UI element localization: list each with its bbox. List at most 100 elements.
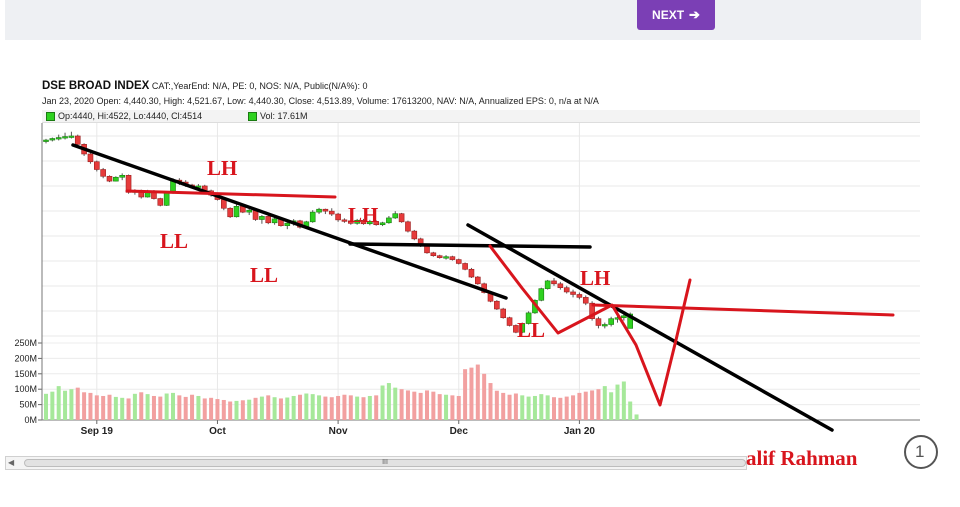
candle-body [284, 222, 291, 226]
volume-plot-area [42, 343, 920, 420]
candle-body [322, 208, 329, 212]
volume-bar [94, 395, 99, 420]
volume-tick-label: 50M [19, 400, 37, 410]
volume-bar [355, 396, 360, 420]
legend-ohlc: Op:4440, Hi:4522, Lo:4440, Cl:4514 [46, 110, 202, 122]
volume-bar [609, 392, 614, 420]
candle-body [551, 280, 557, 285]
candle-body [563, 287, 570, 293]
volume-bar [259, 396, 264, 420]
volume-bar [393, 387, 398, 420]
candle-body [405, 221, 411, 232]
next-label: NEXT [652, 8, 685, 22]
candle-body [94, 161, 100, 170]
volume-bar [475, 364, 480, 420]
volume-bar [571, 395, 576, 420]
candle-body [582, 297, 589, 304]
candle-body [424, 245, 430, 254]
volume-bar [552, 397, 556, 420]
volume-bar [532, 395, 537, 420]
next-button[interactable]: NEXT ➔ [637, 0, 715, 30]
candle-body [119, 175, 125, 178]
volume-bar [590, 390, 595, 420]
volume-bar [463, 369, 468, 420]
volume-bar [583, 391, 588, 420]
candle-body [341, 219, 348, 222]
scroll-left-icon[interactable]: ◀ [8, 458, 15, 467]
volume-bar [88, 392, 93, 420]
candle-body [595, 318, 602, 326]
chart-scrollbar[interactable]: ◀ III [5, 456, 747, 470]
volume-bar [253, 397, 258, 420]
candle-body [62, 136, 68, 139]
volume-bar [412, 391, 417, 420]
x-tick-label: Oct [209, 426, 226, 437]
candle-body [157, 198, 164, 206]
volume-bar [310, 394, 315, 420]
volume-bar [291, 395, 296, 420]
candle-body [259, 216, 265, 220]
scroll-thumb[interactable]: III [24, 459, 746, 467]
volume-bar [240, 400, 245, 420]
volume-bar [56, 386, 61, 420]
candle-body [43, 139, 49, 142]
volume-bar [107, 394, 112, 420]
candle-body [74, 135, 81, 145]
candle-body [49, 138, 56, 141]
candle-body [316, 208, 322, 213]
candle-body [468, 268, 475, 278]
volume-bar [50, 391, 55, 420]
annotation-label: LL [517, 318, 545, 342]
volume-bar [63, 390, 68, 420]
candle-body [601, 324, 608, 327]
candle-body [474, 276, 481, 285]
volume-bar [101, 395, 106, 420]
volume-tick-label: 200M [14, 353, 37, 363]
candle-body [347, 220, 354, 224]
volume-bar [323, 396, 328, 420]
volume-bar [539, 394, 544, 420]
candle-body [163, 192, 170, 206]
volume-bar [158, 396, 163, 420]
candle-body [246, 209, 252, 213]
volume-bar [348, 395, 353, 420]
legend-ohlc-swatch [46, 111, 55, 121]
volume-bar [545, 395, 550, 420]
candle-body [373, 221, 380, 226]
candle-body [506, 317, 513, 326]
candle-body [576, 294, 583, 298]
candle-body [100, 169, 106, 177]
candle-body [398, 213, 405, 223]
volume-bar [247, 399, 252, 420]
volume-bar [386, 383, 391, 420]
volume-bar [444, 394, 449, 420]
candle-body [513, 325, 519, 333]
volume-bar [196, 395, 201, 420]
annotation-label: LH [348, 203, 378, 227]
candle-body [411, 230, 418, 240]
volume-bar [278, 398, 283, 420]
candle-body [227, 207, 233, 218]
x-tick-label: Sep 19 [81, 426, 114, 437]
chart-legend: Op:4440, Hi:4522, Lo:4440, Cl:4514 Vol: … [42, 110, 920, 123]
volume-bar [285, 397, 290, 420]
volume-bar [221, 399, 226, 420]
x-tick-label: Dec [450, 426, 469, 437]
author-signature: alif Rahman [746, 446, 858, 470]
volume-bar [374, 395, 379, 420]
candle-body [538, 288, 545, 301]
x-tick-label: Nov [329, 426, 348, 437]
candle-body [462, 263, 468, 270]
volume-bar [596, 389, 601, 420]
candle-body [360, 219, 367, 225]
candle-body [557, 283, 564, 288]
volume-bar [482, 373, 487, 420]
legend-ohlc-label: Op:4440, Hi:4522, Lo:4440, Cl:4514 [58, 111, 203, 121]
volume-tick-label: 250M [14, 338, 37, 348]
ohlc-info: Jan 23, 2020 Open: 4,440.30, High: 4,521… [42, 96, 599, 106]
candle-body [436, 255, 443, 258]
volume-bar [342, 394, 347, 420]
volume-bar [215, 399, 220, 420]
volume-bar [405, 390, 410, 420]
